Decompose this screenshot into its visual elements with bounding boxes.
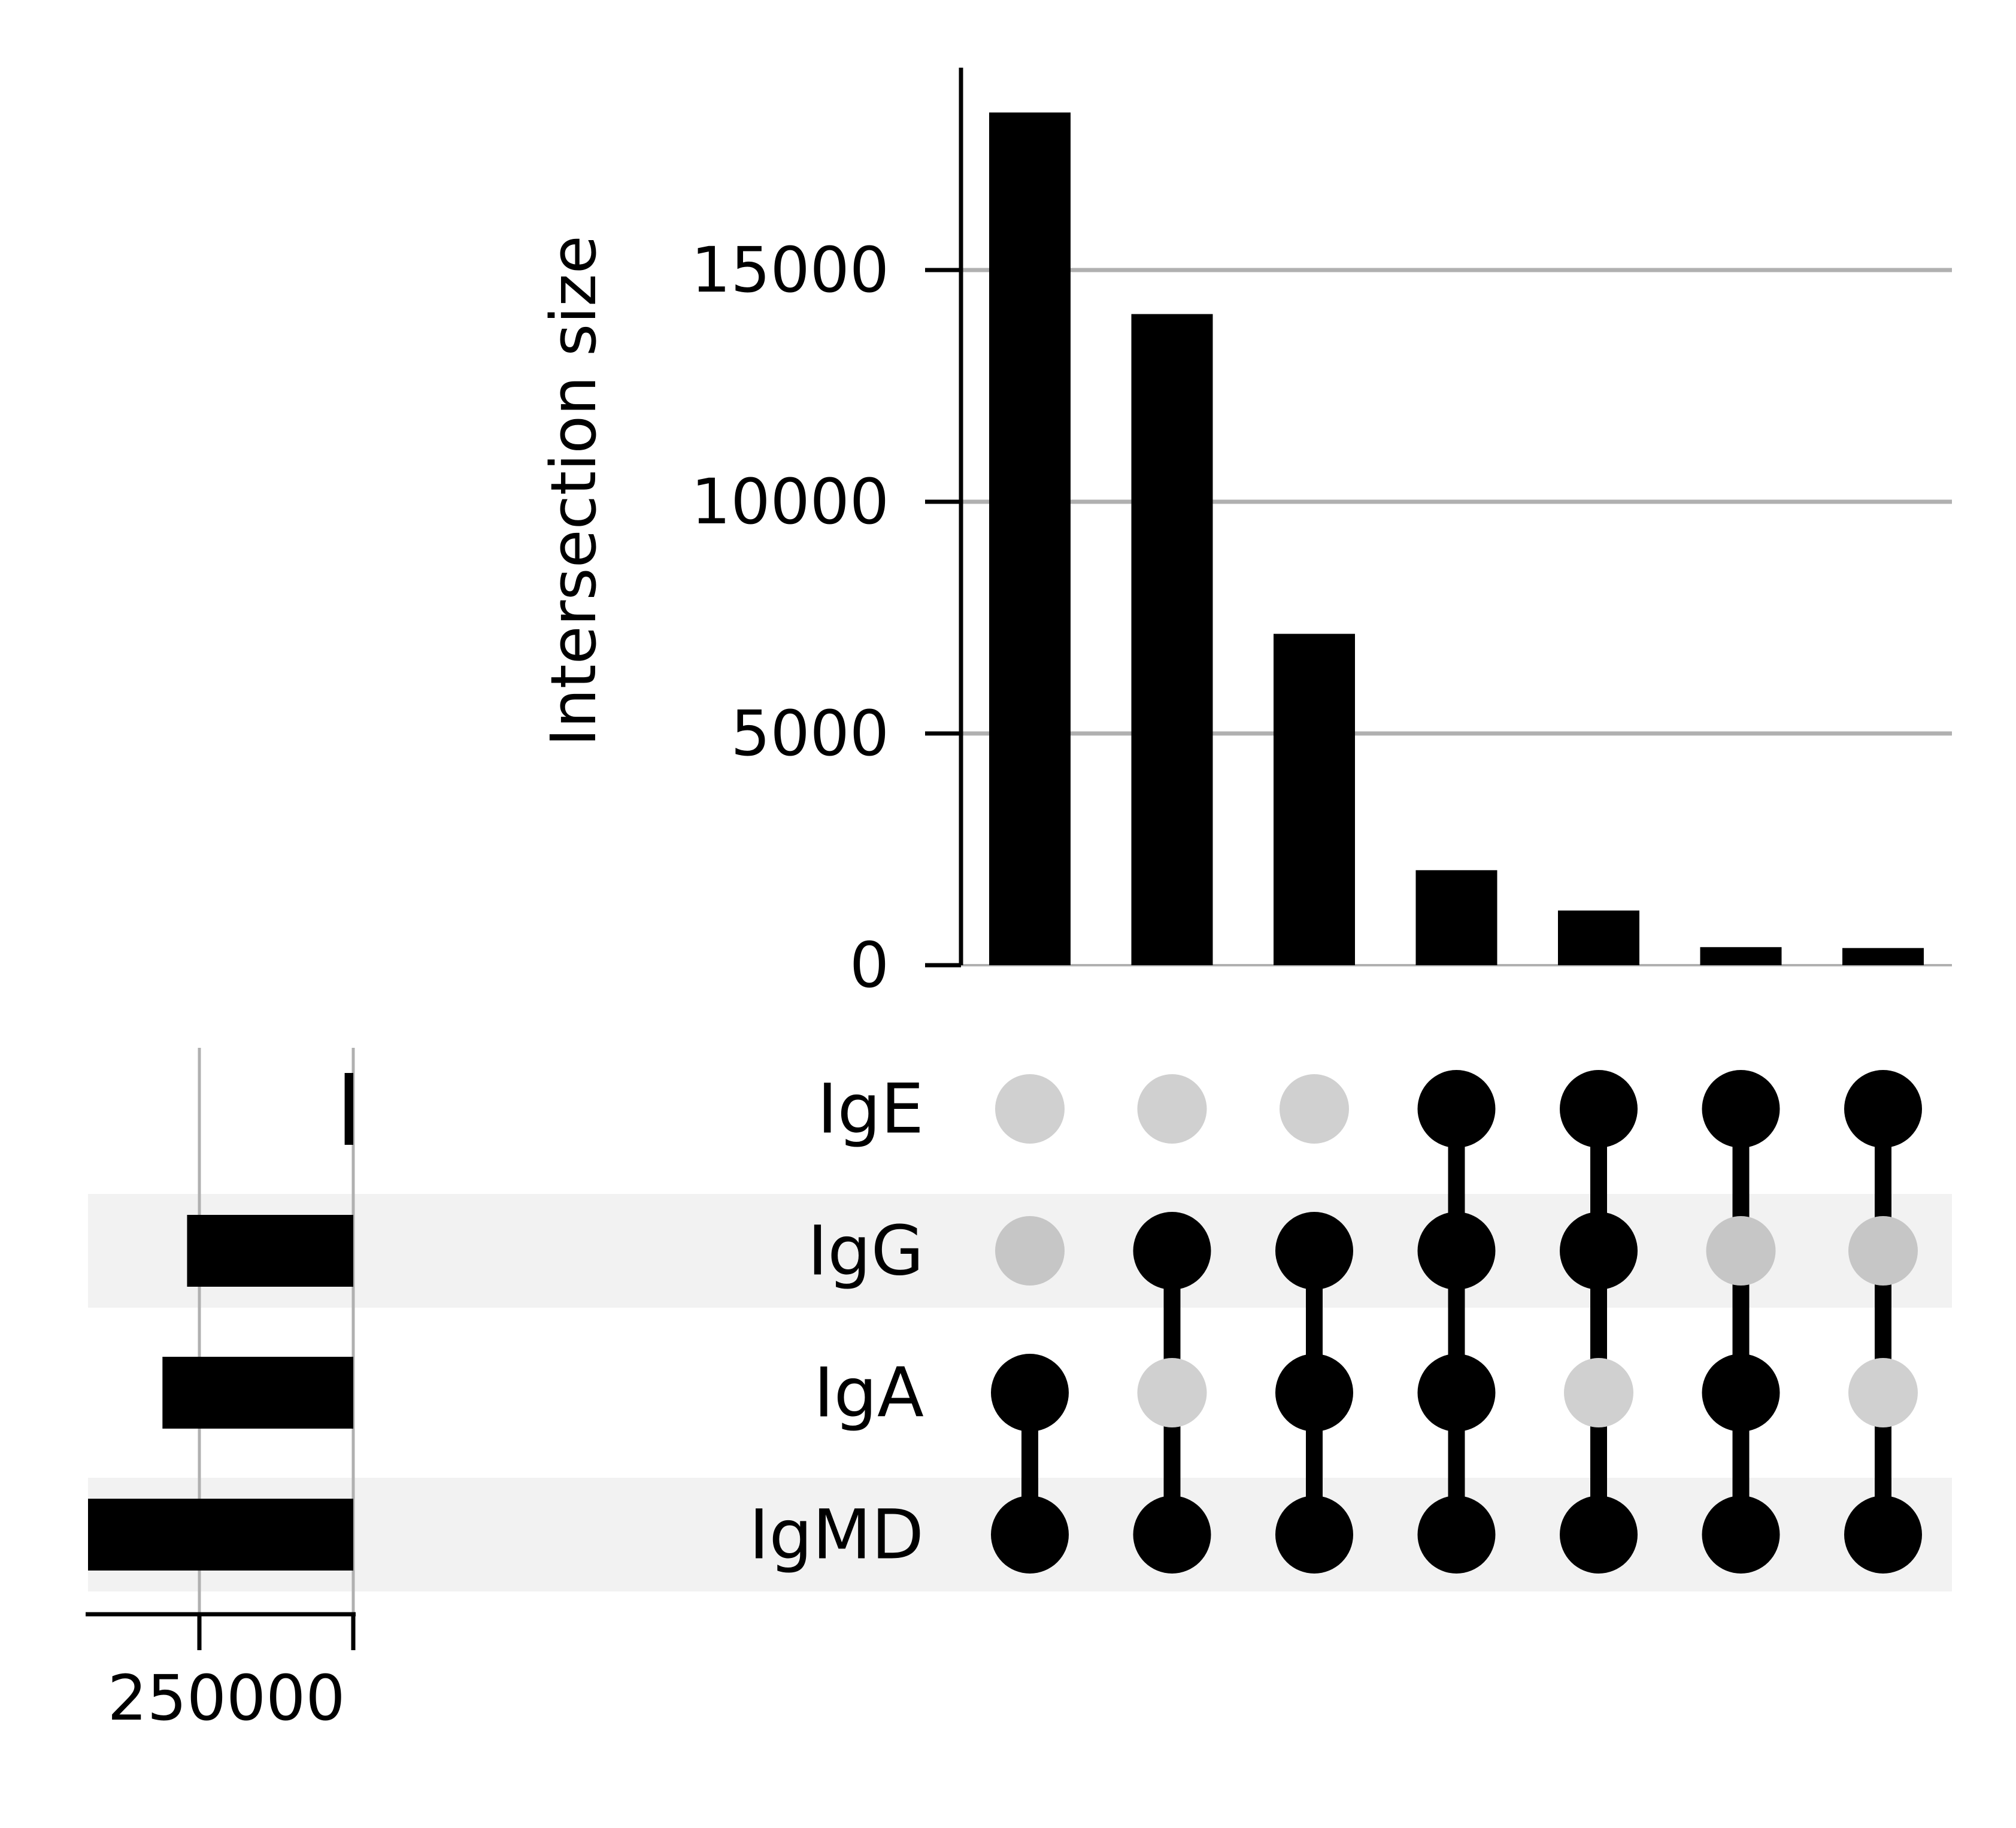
matrix-dot-1-igg	[995, 1216, 1065, 1286]
matrix-dot-3-iga	[1275, 1354, 1353, 1432]
matrix-dot-2-igg	[1133, 1212, 1211, 1290]
y-axis-label: Intersection size	[537, 235, 610, 746]
set-size-x-axis	[86, 1612, 356, 1650]
set-label-ige: IgE	[817, 1069, 924, 1149]
set-size-bar-igg	[187, 1215, 353, 1287]
matrix-dot-2-igmd	[1133, 1496, 1211, 1574]
matrix-dot-7-ige	[1844, 1070, 1922, 1148]
matrix-dot-7-igg	[1848, 1216, 1918, 1286]
matrix-dot-1-ige	[995, 1074, 1065, 1144]
matrix-dot-2-iga	[1137, 1358, 1207, 1427]
matrix-dot-5-igmd	[1560, 1496, 1638, 1574]
set-size-tick-label: 250000	[107, 1662, 345, 1735]
matrix-dot-7-igmd	[1844, 1496, 1922, 1574]
matrix-dot-1-igmd	[991, 1496, 1069, 1574]
y-axis-tick-labels: 0 5000 10000 15000	[691, 234, 889, 1002]
intersection-bar-5	[1558, 910, 1639, 965]
intersection-bars	[989, 112, 1924, 966]
matrix-dot-6-iga	[1702, 1354, 1780, 1432]
y-tick-label-10000: 10000	[691, 465, 889, 538]
membership-matrix	[991, 1070, 1922, 1574]
y-tick-label-5000: 5000	[730, 697, 889, 770]
matrix-dot-5-igg	[1560, 1212, 1638, 1290]
intersection-bar-4	[1415, 870, 1497, 965]
matrix-dot-5-iga	[1564, 1358, 1633, 1427]
set-size-bar-iga	[162, 1357, 353, 1429]
set-size-bar-igmd	[88, 1499, 353, 1571]
matrix-dot-4-iga	[1417, 1354, 1496, 1432]
y-axis-tick-marks	[925, 268, 961, 968]
set-label-igg: IgG	[808, 1211, 924, 1291]
set-labels: IgE IgG IgA IgMD	[749, 1069, 924, 1575]
intersection-bar-2	[1131, 314, 1213, 965]
matrix-dot-6-igg	[1706, 1216, 1776, 1286]
set-size-bars	[88, 1073, 353, 1571]
matrix-dot-6-igmd	[1702, 1496, 1780, 1574]
matrix-dot-4-ige	[1417, 1070, 1496, 1148]
matrix-dot-7-iga	[1848, 1358, 1918, 1427]
intersection-bar-3	[1274, 633, 1355, 965]
intersection-bar-6	[1700, 947, 1782, 965]
matrix-dot-6-ige	[1702, 1070, 1780, 1148]
intersection-bar-7	[1842, 948, 1924, 965]
intersection-gridlines	[961, 268, 1952, 966]
intersection-bar-1	[989, 112, 1071, 966]
matrix-dot-4-igg	[1417, 1212, 1496, 1290]
matrix-dot-5-ige	[1560, 1070, 1638, 1148]
matrix-dot-4-igmd	[1417, 1496, 1496, 1574]
matrix-dot-1-iga	[991, 1354, 1069, 1432]
matrix-dot-3-igg	[1275, 1212, 1353, 1290]
y-tick-label-15000: 15000	[691, 234, 889, 307]
matrix-dot-2-ige	[1137, 1074, 1207, 1144]
matrix-dot-3-ige	[1280, 1074, 1349, 1144]
set-label-iga: IgA	[814, 1353, 924, 1433]
y-tick-label-0: 0	[850, 929, 889, 1002]
matrix-dot-3-igmd	[1275, 1496, 1353, 1574]
set-label-igmd: IgMD	[749, 1495, 924, 1575]
set-size-bar-ige	[344, 1073, 353, 1145]
